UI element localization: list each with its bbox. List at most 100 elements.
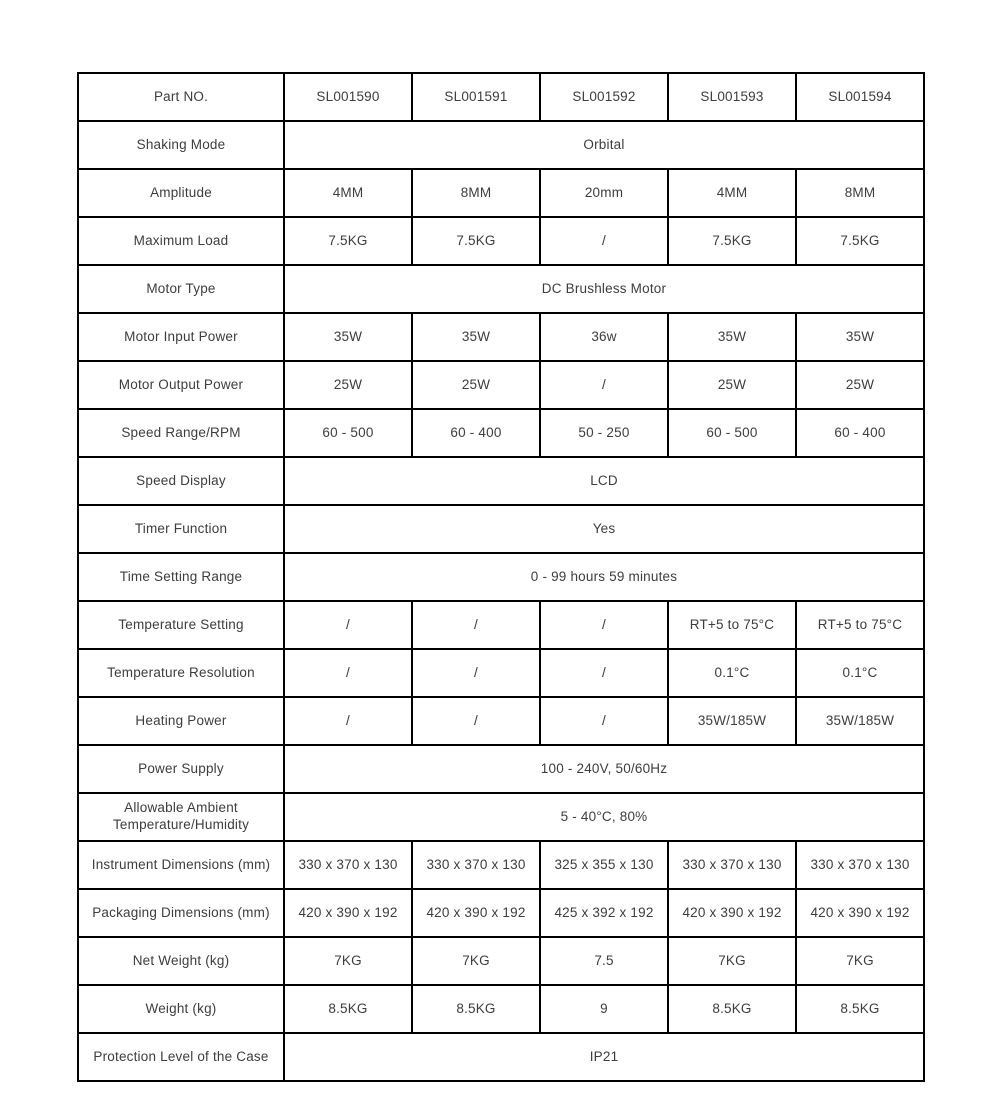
spec-value: 8MM — [411, 168, 541, 218]
spec-value: / — [411, 600, 541, 650]
spec-value: 25W — [795, 360, 925, 410]
spec-row: Weight (kg) 8.5KG 8.5KG 9 8.5KG 8.5KG — [77, 984, 925, 1034]
spec-value: / — [411, 648, 541, 698]
spec-span-value: 0 - 99 hours 59 minutes — [283, 552, 925, 602]
spec-value: 20mm — [539, 168, 669, 218]
spec-value: / — [283, 696, 413, 746]
spec-value: 7KG — [411, 936, 541, 986]
spec-row: Motor Type DC Brushless Motor — [77, 264, 925, 314]
spec-row-label: Time Setting Range — [77, 552, 285, 602]
spec-row: Timer Function Yes — [77, 504, 925, 554]
spec-value: / — [539, 216, 669, 266]
spec-row-label: Protection Level of the Case — [77, 1032, 285, 1082]
spec-row-label: Motor Input Power — [77, 312, 285, 362]
spec-value: 35W — [411, 312, 541, 362]
spec-value: 35W/185W — [667, 696, 797, 746]
spec-value: 60 - 500 — [283, 408, 413, 458]
spec-span-value: Yes — [283, 504, 925, 554]
spec-value: 7KG — [283, 936, 413, 986]
spec-value: / — [411, 696, 541, 746]
spec-row: Temperature Resolution / //0.1°C 0.1°C — [77, 648, 925, 698]
spec-row-label: Shaking Mode — [77, 120, 285, 170]
spec-row-label: Speed Display — [77, 456, 285, 506]
spec-value: 35W/185W — [795, 696, 925, 746]
spec-row: Heating Power / //35W/185W 35W/185W — [77, 696, 925, 746]
spec-row: Speed Range/RPM 60 - 500 60 - 400 50 - 250 6… — [77, 408, 925, 458]
spec-value: 330 x 370 x 130 — [795, 840, 925, 890]
spec-value: 7KG — [795, 936, 925, 986]
spec-value: 4MM — [667, 168, 797, 218]
spec-row-label: Timer Function — [77, 504, 285, 554]
spec-row: Shaking Mode Orbital — [77, 120, 925, 170]
spec-row-label: Temperature Setting — [77, 600, 285, 650]
spec-row: Motor Output Power 25W 25W/25W 25W — [77, 360, 925, 410]
spec-value: 8.5KG — [411, 984, 541, 1034]
spec-value: 8.5KG — [795, 984, 925, 1034]
spec-value: 420 x 390 x 192 — [795, 888, 925, 938]
spec-value: / — [283, 600, 413, 650]
spec-value: 25W — [667, 360, 797, 410]
spec-value: / — [539, 360, 669, 410]
spec-value: 4MM — [283, 168, 413, 218]
spec-value: 330 x 370 x 130 — [667, 840, 797, 890]
spec-span-value: DC Brushless Motor — [283, 264, 925, 314]
spec-row: Maximum Load 7.5KG 7.5KG/7.5KG 7.5KG — [77, 216, 925, 266]
spec-value: / — [539, 600, 669, 650]
spec-row-label: Speed Range/RPM — [77, 408, 285, 458]
spec-row: Temperature Setting / / / RT+5 to 75°C RT+5 t… — [77, 600, 925, 650]
spec-value: 35W — [795, 312, 925, 362]
spec-value: 7.5KG — [283, 216, 413, 266]
spec-value: RT+5 to 75°C — [795, 600, 925, 650]
spec-value: SL001593 — [667, 72, 797, 122]
spec-value: / — [283, 648, 413, 698]
spec-row-label: Heating Power — [77, 696, 285, 746]
spec-row: Protection Level of the Case IP21 — [77, 1032, 925, 1082]
spec-value: 420 x 390 x 192 — [667, 888, 797, 938]
spec-row-label: Power Supply — [77, 744, 285, 794]
spec-value: 60 - 400 — [411, 408, 541, 458]
spec-value: 8MM — [795, 168, 925, 218]
spec-value: 50 - 250 — [539, 408, 669, 458]
spec-row: Allowable Ambient Temperature/Humidity 5 … — [77, 792, 925, 842]
spec-value: 8.5KG — [283, 984, 413, 1034]
spec-row: Part NO. SL001590 SL001591 SL001592 SL001593… — [77, 72, 925, 122]
spec-value: 7.5KG — [667, 216, 797, 266]
spec-value: 7.5KG — [795, 216, 925, 266]
spec-value: 60 - 400 — [795, 408, 925, 458]
spec-span-value: LCD — [283, 456, 925, 506]
spec-value: 7KG — [667, 936, 797, 986]
spec-row-label: Net Weight (kg) — [77, 936, 285, 986]
spec-row-label: Weight (kg) — [77, 984, 285, 1034]
spec-row-label: Motor Type — [77, 264, 285, 314]
spec-row: Power Supply 100 - 240V, 50/60Hz — [77, 744, 925, 794]
spec-value: 420 x 390 x 192 — [283, 888, 413, 938]
spec-row: Packaging Dimensions (mm) 420 x 390 x 192… — [77, 888, 925, 938]
spec-value: 0.1°C — [667, 648, 797, 698]
spec-value: 330 x 370 x 130 — [411, 840, 541, 890]
spec-row: Time Setting Range 0 - 99 hours 59 minute… — [77, 552, 925, 602]
spec-row-label: Motor Output Power — [77, 360, 285, 410]
spec-row-label: Amplitude — [77, 168, 285, 218]
spec-value: SL001594 — [795, 72, 925, 122]
spec-span-value: 100 - 240V, 50/60Hz — [283, 744, 925, 794]
spec-value: SL001590 — [283, 72, 413, 122]
spec-value: 25W — [411, 360, 541, 410]
spec-value: 25W — [283, 360, 413, 410]
spec-value: 36w — [539, 312, 669, 362]
spec-value: SL001591 — [411, 72, 541, 122]
spec-value: 330 x 370 x 130 — [283, 840, 413, 890]
spec-row: Amplitude 4MM 8MM 20mm 4MM 8MM — [77, 168, 925, 218]
spec-value: RT+5 to 75°C — [667, 600, 797, 650]
spec-row-label: Temperature Resolution — [77, 648, 285, 698]
spec-row-label: Part NO. — [77, 72, 285, 122]
spec-row-label: Maximum Load — [77, 216, 285, 266]
spec-span-value: Orbital — [283, 120, 925, 170]
spec-value: 325 x 355 x 130 — [539, 840, 669, 890]
spec-value: 35W — [667, 312, 797, 362]
product-spec-table: Part NO. SL001590 SL001591 SL001592 SL001593… — [77, 72, 925, 1082]
spec-value: 420 x 390 x 192 — [411, 888, 541, 938]
spec-value: SL001592 — [539, 72, 669, 122]
spec-span-value: IP21 — [283, 1032, 925, 1082]
spec-row: Motor Input Power 35W 35W 36w 35W 35W — [77, 312, 925, 362]
